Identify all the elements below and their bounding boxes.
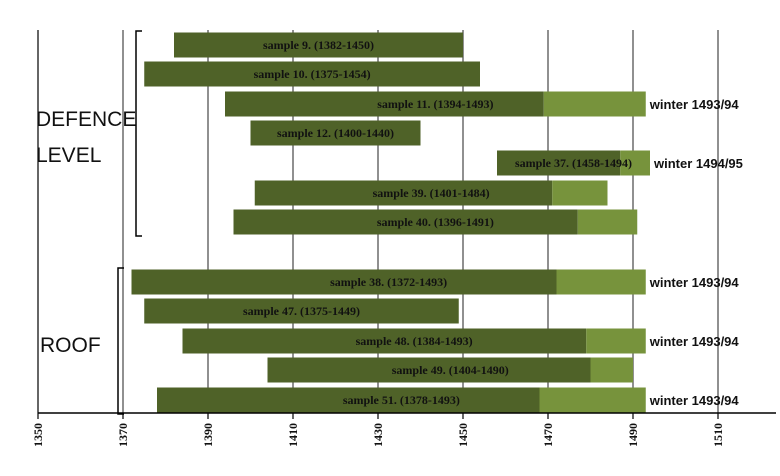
bar-label: sample 38. (1372-1493)	[330, 275, 447, 289]
bar-sapwood	[543, 91, 646, 117]
bar-note: winter 1493/94	[649, 393, 740, 408]
group-label: DEFENCE	[36, 108, 136, 131]
bar-heartwood	[254, 180, 553, 206]
x-tick-label: 1430	[371, 423, 385, 447]
x-axis: 1350 1370 1390 1410 1430 1450 1470 1490 1510	[31, 412, 776, 447]
bar-heartwood	[250, 120, 421, 146]
bar-sapwood	[577, 209, 638, 235]
bar-label: sample 37. (1458-1494)	[515, 156, 632, 170]
bar-sapwood	[539, 387, 646, 413]
bar-note: winter 1494/95	[653, 156, 743, 171]
bar-heartwood	[182, 328, 587, 354]
bar-label: sample 40. (1396-1491)	[377, 215, 494, 229]
x-tick-label: 1470	[541, 423, 555, 447]
bar-heartwood	[144, 61, 480, 87]
bar-label: sample 49. (1404-1490)	[392, 363, 509, 377]
x-tick-label: 1490	[626, 423, 640, 447]
group-label: ROOF	[40, 334, 101, 357]
bar-label: sample 47. (1375-1449)	[243, 304, 360, 318]
x-tick-label: 1370	[116, 423, 130, 447]
group-label: LEVEL	[36, 144, 101, 167]
x-tick-label: 1350	[31, 423, 45, 447]
bar-label: sample 10. (1375-1454)	[254, 67, 371, 81]
bar-note: winter 1493/94	[649, 334, 740, 349]
x-tick-label: 1510	[711, 423, 725, 447]
bar-note: winter 1493/94	[649, 275, 740, 290]
bar-label: sample 39. (1401-1484)	[373, 186, 490, 200]
bar-sapwood	[556, 269, 646, 295]
bar-heartwood	[497, 150, 621, 176]
bar-label: sample 9. (1382-1450)	[263, 38, 374, 52]
bar-label: sample 51. (1378-1493)	[343, 393, 460, 407]
group-bracket	[117, 267, 124, 415]
group-bracket	[135, 30, 142, 237]
bar-sapwood	[620, 150, 650, 176]
bar-heartwood	[131, 269, 557, 295]
x-tick-label: 1410	[286, 423, 300, 447]
bar-heartwood	[144, 298, 459, 324]
bar-label: sample 11. (1394-1493)	[377, 97, 493, 111]
bar-label: sample 12. (1400-1440)	[277, 126, 394, 140]
bars: sample 9. (1382-1450) sample 10. (1375-14…	[131, 32, 743, 413]
bar-label: sample 48. (1384-1493)	[356, 334, 473, 348]
x-tick-label: 1390	[201, 423, 215, 447]
bar-sapwood	[552, 180, 608, 206]
bar-heartwood	[174, 32, 463, 58]
bar-sapwood	[590, 357, 633, 383]
bar-sapwood	[586, 328, 646, 354]
bar-heartwood	[233, 209, 578, 235]
group-brackets: DEFENCE LEVEL ROOF	[36, 30, 142, 415]
bar-heartwood	[225, 91, 544, 117]
x-tick-label: 1450	[456, 423, 470, 447]
bar-note: winter 1493/94	[649, 97, 740, 112]
bar-heartwood	[267, 357, 591, 383]
bar-heartwood	[157, 387, 540, 413]
